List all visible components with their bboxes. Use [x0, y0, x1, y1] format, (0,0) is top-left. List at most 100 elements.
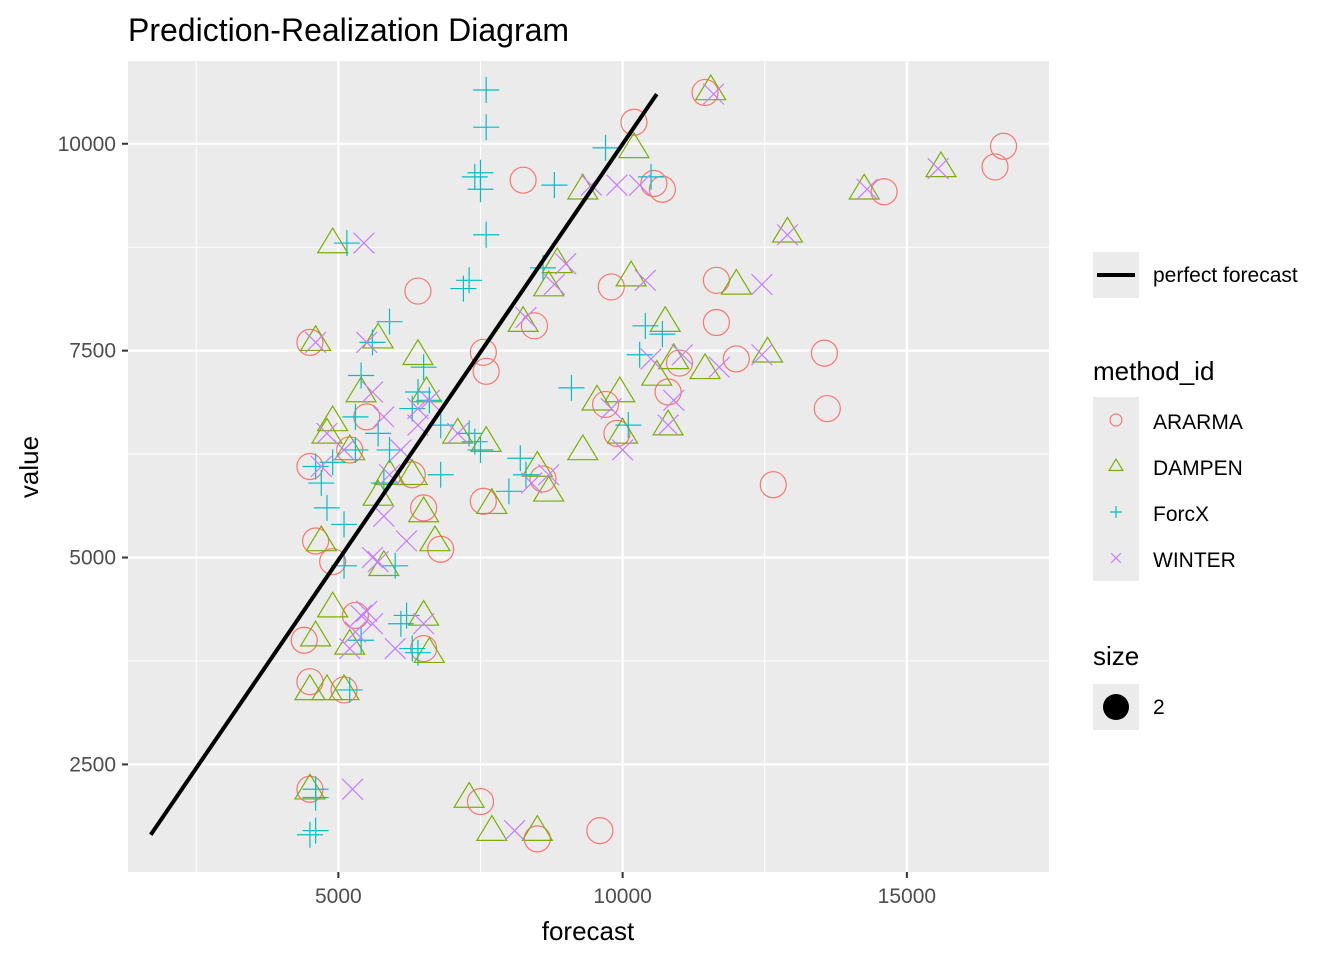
- point-forcx: [333, 230, 360, 257]
- point-winter: [418, 389, 441, 412]
- point-forcx: [376, 436, 403, 463]
- point-forcx: [615, 412, 642, 439]
- point-winter: [640, 348, 662, 370]
- point-ararma: [523, 825, 551, 853]
- point-forcx: [473, 114, 500, 141]
- point-dampen: [316, 404, 349, 432]
- point-winter: [355, 600, 378, 623]
- point-winter: [361, 546, 384, 569]
- point-dampen: [694, 73, 727, 101]
- point-forcx: [302, 453, 329, 480]
- legend-key-forcx: [1110, 506, 1122, 518]
- point-ararma: [290, 626, 318, 654]
- point-dampen: [328, 673, 361, 701]
- point-ararma: [472, 357, 500, 385]
- point-forcx: [473, 76, 500, 103]
- point-ararma: [410, 494, 438, 522]
- point-dampen: [649, 305, 682, 332]
- point-winter: [395, 530, 418, 552]
- point-forcx: [467, 176, 494, 203]
- point-forcx: [313, 494, 340, 521]
- point-winter: [338, 637, 361, 660]
- point-winter: [373, 505, 395, 527]
- point-forcx: [359, 329, 386, 356]
- point-dampen: [689, 352, 722, 380]
- point-forcx: [592, 134, 619, 161]
- point-dampen: [532, 475, 565, 502]
- point-ararma: [319, 548, 347, 576]
- legend-label-forcx: ForcX: [1153, 503, 1209, 526]
- point-forcx: [461, 163, 488, 190]
- point-winter: [606, 174, 628, 196]
- perfect-forecast-line-layer: [149, 92, 659, 836]
- point-dampen: [299, 620, 332, 647]
- point-winter: [373, 406, 395, 428]
- point-winter: [702, 83, 725, 105]
- point-winter: [367, 550, 389, 573]
- point-dampen: [310, 673, 343, 701]
- point-ararma: [404, 277, 432, 305]
- point-dampen: [751, 336, 784, 363]
- point-ararma: [597, 273, 625, 301]
- point-winter: [671, 343, 694, 366]
- point-ararma: [466, 788, 495, 816]
- point-ararma: [620, 108, 648, 136]
- grid-lines: [128, 61, 1049, 872]
- point-ararma: [870, 178, 898, 206]
- point-dampen: [345, 375, 378, 403]
- point-winter: [634, 269, 657, 292]
- point-dampen: [603, 375, 636, 403]
- point-forcx: [467, 436, 494, 463]
- point-winter: [515, 306, 537, 329]
- point-dampen: [475, 487, 508, 515]
- point-winter: [751, 273, 773, 296]
- point-winter: [304, 331, 327, 354]
- point-winter: [344, 621, 367, 643]
- point-dampen: [407, 495, 440, 523]
- point-dampen: [566, 433, 599, 461]
- point-dampen: [413, 636, 446, 664]
- point-forcx: [387, 610, 414, 637]
- legend-keys-background: [1093, 397, 1139, 581]
- point-winter: [856, 178, 878, 201]
- point-ararma: [591, 390, 620, 419]
- chart-title: Prediction-Realization Diagram: [128, 12, 569, 48]
- legend-title-size: size: [1093, 641, 1139, 671]
- point-winter: [662, 389, 685, 412]
- point-forcx: [296, 821, 323, 848]
- point-ararma: [665, 349, 694, 377]
- point-ararma: [341, 601, 370, 630]
- legend-label-ararma: ARARMA: [1153, 411, 1243, 434]
- point-dampen: [771, 216, 804, 243]
- point-winter: [751, 343, 773, 366]
- point-ararma: [981, 153, 1009, 181]
- point-forcx: [319, 449, 346, 476]
- point-winter: [776, 223, 799, 246]
- point-dampen: [507, 305, 540, 332]
- point-ararma: [302, 527, 330, 555]
- point-dampen: [720, 268, 753, 295]
- point-forcx: [382, 552, 409, 579]
- point-dampen: [453, 781, 486, 808]
- point-winter: [350, 604, 372, 627]
- point-dampen: [293, 773, 326, 800]
- point-forcx: [404, 639, 431, 666]
- point-dampen: [640, 359, 673, 386]
- point-winter: [310, 455, 333, 478]
- point-winter: [708, 356, 731, 379]
- point-forcx: [649, 321, 676, 348]
- point-forcx: [331, 511, 358, 538]
- y-tick-label: 5000: [69, 547, 116, 570]
- point-winter: [341, 778, 364, 801]
- point-ararma: [722, 345, 750, 373]
- point-winter: [407, 397, 429, 420]
- perfect-forecast-line: [149, 92, 659, 836]
- point-dampen: [441, 417, 474, 444]
- legend-label-winter: WINTER: [1153, 549, 1236, 572]
- point-forcx: [342, 436, 369, 463]
- point-winter: [543, 273, 566, 296]
- axis-ticks: 5000 10000 15000 2500 5000 7500 10000: [58, 133, 936, 908]
- point-dampen: [848, 173, 881, 200]
- point-winter: [316, 422, 338, 445]
